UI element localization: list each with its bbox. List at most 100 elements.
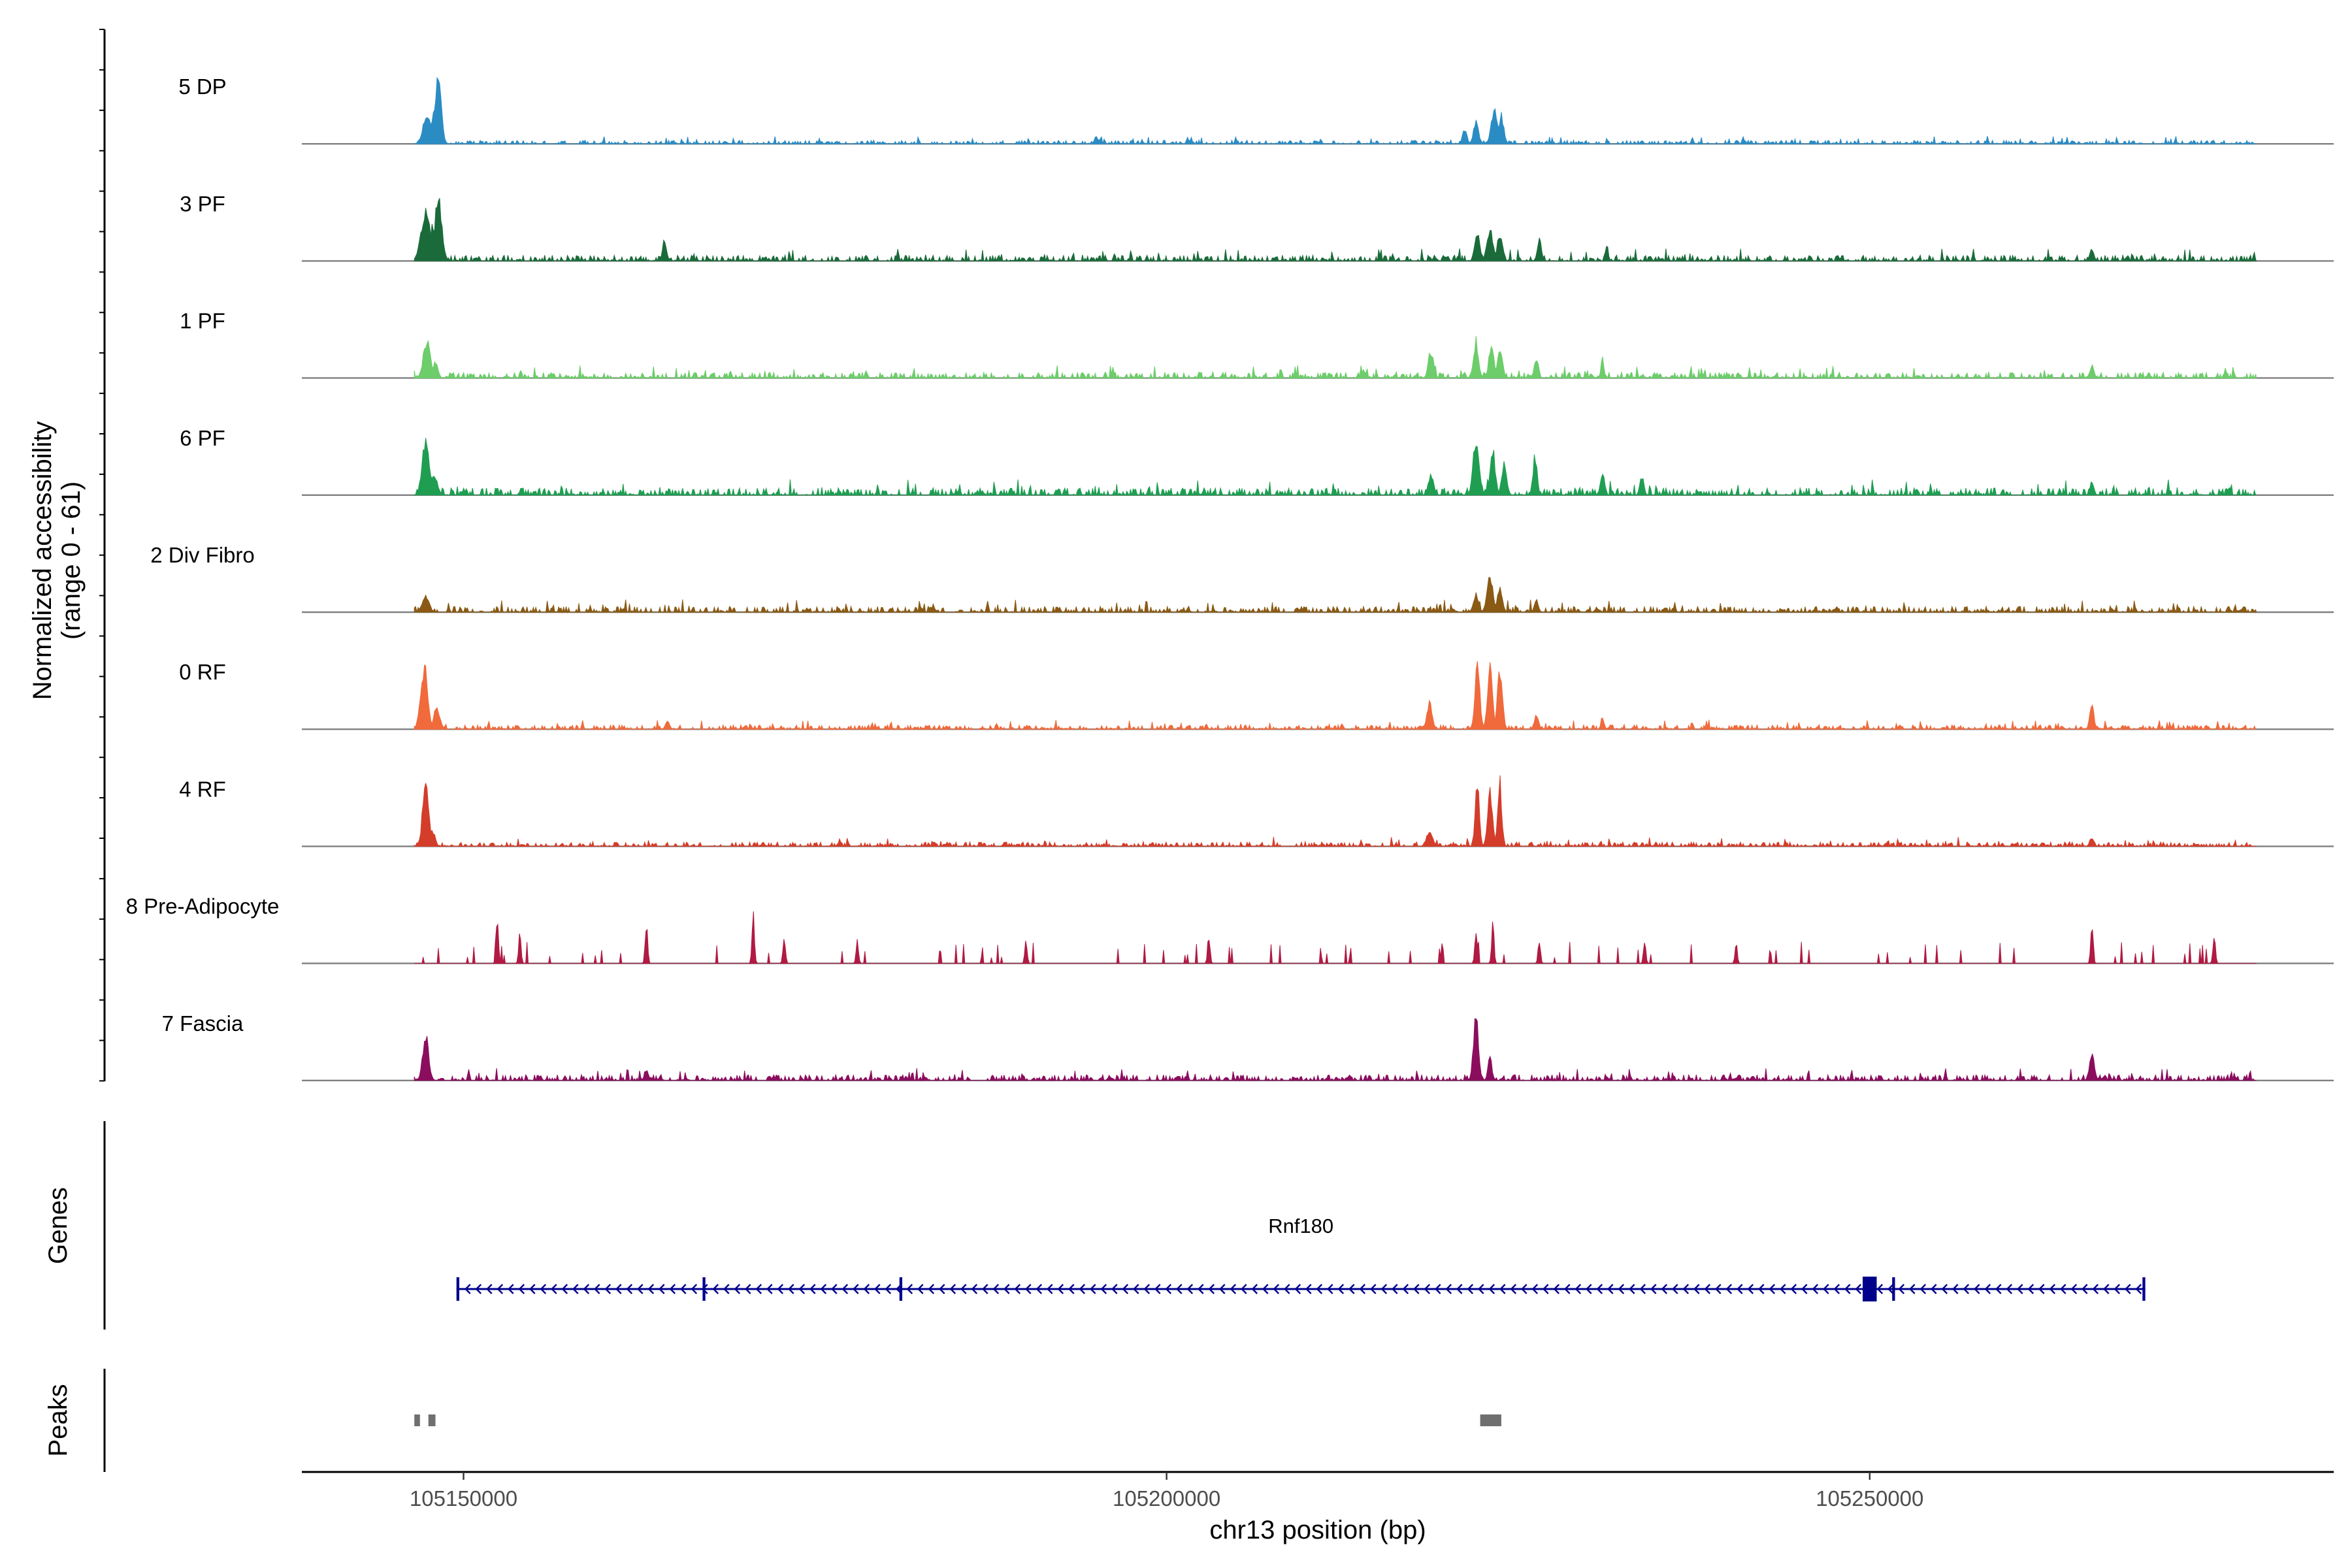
gene-exon [456, 1277, 459, 1301]
strand-arrow [1844, 1284, 1851, 1294]
strand-arrow [1208, 1284, 1215, 1294]
strand-arrow [1725, 1284, 1733, 1294]
strand-arrow [1952, 1284, 1959, 1294]
strand-arrow [475, 1284, 482, 1294]
gene-exon [1863, 1277, 1877, 1301]
strand-arrow [2082, 1284, 2088, 1294]
track-label: 1 PF [180, 309, 225, 333]
strand-arrow [691, 1284, 698, 1294]
strand-arrow [1855, 1284, 1862, 1294]
gene-exon [1892, 1277, 1895, 1301]
strand-arrow [1931, 1284, 1937, 1294]
strand-arrow [497, 1284, 504, 1294]
coverage-tracks: 5 DP 3 PF 1 PF 6 PF 2 Div Fibro 0 RF 4 RF 8 Pre… [126, 74, 2334, 1082]
coverage-area [414, 661, 2257, 731]
track-label: 2 Div Fibro [150, 543, 255, 567]
strand-arrow [637, 1284, 644, 1294]
strand-arrow [1629, 1284, 1635, 1294]
strand-arrow [1682, 1284, 1690, 1294]
strand-arrow [604, 1284, 612, 1294]
strand-arrow [1036, 1284, 1043, 1294]
strand-arrow [1262, 1284, 1269, 1294]
strand-arrow [1424, 1284, 1431, 1294]
strand-arrow [960, 1284, 967, 1294]
strand-arrow [659, 1284, 665, 1294]
strand-arrow [2038, 1284, 2045, 1294]
strand-arrow [928, 1284, 935, 1294]
strand-arrow [1543, 1284, 1549, 1294]
gene-exon [2142, 1277, 2146, 1301]
strand-arrow [2125, 1284, 2131, 1294]
peak-region [414, 1414, 420, 1426]
strand-arrow [1467, 1284, 1474, 1294]
strand-arrow [939, 1284, 945, 1294]
y-axis-title-line1: Normalized accessibility [28, 421, 57, 700]
strand-arrow [1499, 1284, 1506, 1294]
strand-arrow [1100, 1284, 1107, 1294]
strand-arrow [1305, 1284, 1312, 1294]
strand-arrow [971, 1284, 978, 1294]
strand-arrow [1370, 1284, 1377, 1294]
strand-arrow [508, 1284, 514, 1294]
strand-arrow [1607, 1284, 1614, 1294]
y-axis-title-line2: (range 0 - 61) [57, 482, 86, 640]
strand-arrow [2006, 1284, 2013, 1294]
coverage-track: 1 PF [180, 309, 2334, 380]
strand-arrow [1984, 1284, 1991, 1294]
strand-arrow [2049, 1284, 2056, 1294]
strand-arrow [1693, 1284, 1700, 1294]
strand-arrow [2027, 1284, 2034, 1294]
coverage-area [414, 577, 2257, 613]
gene-exon [702, 1277, 706, 1301]
strand-arrow [1769, 1284, 1776, 1294]
strand-arrow [1090, 1284, 1096, 1294]
strand-arrow [2092, 1284, 2099, 1294]
strand-arrow [1812, 1284, 1819, 1294]
peaks-track [414, 1414, 1501, 1426]
strand-arrow [723, 1284, 730, 1294]
x-tick-label: 105200000 [1113, 1486, 1220, 1511]
strand-arrow [669, 1284, 676, 1294]
strand-arrow [1488, 1284, 1495, 1294]
strand-arrow [647, 1284, 655, 1294]
strand-arrow [1294, 1284, 1301, 1294]
strand-arrow [766, 1284, 773, 1294]
strand-arrow [1186, 1284, 1194, 1294]
strand-arrow [745, 1284, 751, 1294]
peaks-section-label: Peaks [44, 1384, 73, 1456]
strand-arrow [1586, 1284, 1592, 1294]
strand-arrow [1359, 1284, 1366, 1294]
strand-arrow [1122, 1284, 1129, 1294]
strand-arrow [841, 1284, 849, 1294]
strand-arrow [2017, 1284, 2023, 1294]
strand-arrow [1392, 1284, 1398, 1294]
strand-arrow [465, 1284, 471, 1294]
strand-arrow [1919, 1284, 1927, 1294]
coverage-area [414, 775, 2257, 848]
strand-arrow [1435, 1284, 1441, 1294]
strand-arrow [1154, 1284, 1161, 1294]
strand-arrow [1704, 1284, 1711, 1294]
strand-arrow [755, 1284, 762, 1294]
strand-arrow [1596, 1284, 1603, 1294]
strand-arrow [734, 1284, 741, 1294]
gene-exon [899, 1277, 902, 1301]
strand-arrow [1068, 1284, 1075, 1294]
strand-arrow [777, 1284, 784, 1294]
strand-arrow [583, 1284, 590, 1294]
x-axis-title: chr13 position (bp) [1209, 1516, 1426, 1544]
strand-arrow [561, 1284, 568, 1294]
strand-arrow [1445, 1284, 1452, 1294]
coverage-track: 6 PF [180, 426, 2334, 497]
strand-arrow [1111, 1284, 1118, 1294]
strand-arrow [885, 1284, 892, 1294]
strand-arrow [798, 1284, 806, 1294]
track-label: 6 PF [180, 426, 225, 450]
strand-arrow [486, 1284, 493, 1294]
genes-section-label: Genes [44, 1187, 73, 1264]
strand-arrow [1284, 1284, 1290, 1294]
strand-arrow [1553, 1284, 1560, 1294]
strand-arrow [1380, 1284, 1388, 1294]
strand-arrow [1316, 1284, 1323, 1294]
